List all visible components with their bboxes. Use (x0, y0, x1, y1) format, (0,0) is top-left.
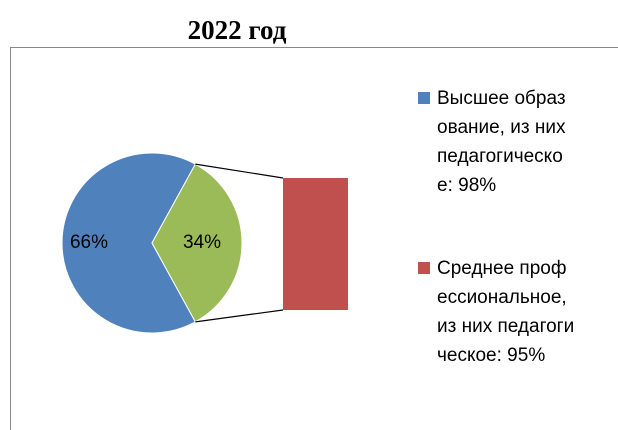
legend-swatch (418, 92, 430, 104)
connector-line (195, 309, 284, 323)
chart-title: 2022 год (188, 15, 287, 45)
legend-label: Высшее образование, из них педагогическо… (437, 88, 566, 196)
legend-label: Среднее профессиональное, из них педагог… (437, 258, 575, 366)
legend-swatch (418, 262, 430, 274)
data-label: 66% (70, 232, 108, 253)
data-label: 34% (183, 232, 221, 253)
pie-slice (151, 163, 243, 323)
legend-entry: Среднее профессиональное, из них педагог… (437, 258, 575, 366)
chart-border (10, 47, 618, 430)
legend-entry: Высшее образование, из них педагогическо… (437, 88, 566, 196)
bar (283, 178, 348, 310)
connector-line (195, 163, 284, 179)
pie-slice (61, 152, 197, 334)
